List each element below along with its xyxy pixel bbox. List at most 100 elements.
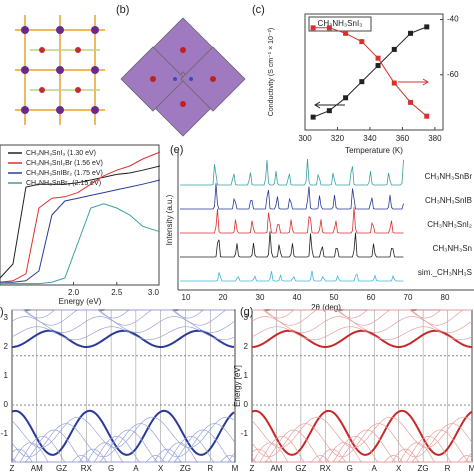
octahedra-centers xyxy=(150,47,216,107)
xrd-pattern xyxy=(180,270,404,282)
band xyxy=(12,435,234,463)
series-line xyxy=(0,179,161,283)
band xyxy=(251,316,473,333)
series-line xyxy=(0,203,161,285)
k-label: ZG xyxy=(418,464,429,473)
k-label: RX xyxy=(320,464,332,473)
point xyxy=(310,25,316,31)
x-axis-label: Temperature (K) xyxy=(345,146,403,155)
x-tick-label: 10 xyxy=(182,293,191,302)
k-label: R xyxy=(445,464,451,473)
x-tick-label: 50 xyxy=(330,293,339,302)
series-line xyxy=(0,151,161,283)
band xyxy=(251,329,473,348)
x-tick-label: 40 xyxy=(293,293,302,302)
band xyxy=(251,416,473,448)
x-tick-label: 340 xyxy=(363,134,377,143)
point xyxy=(326,108,332,114)
legend-label: CH₃NH₃SnBr xyxy=(425,172,473,181)
y-axis-label: Intensity (a.u.) xyxy=(165,194,174,245)
band xyxy=(252,435,472,463)
band xyxy=(12,309,234,312)
k-label: G xyxy=(347,464,353,473)
panel-label: (g) xyxy=(240,306,253,318)
panel-label: (e) xyxy=(170,144,183,156)
panel-label: (c) xyxy=(252,4,265,16)
band xyxy=(251,423,473,458)
k-label: X xyxy=(396,464,402,473)
x-tick-label: 380 xyxy=(428,134,442,143)
y-tick-label: 2 xyxy=(244,342,249,351)
point xyxy=(408,30,414,36)
y-tick-label: 3 xyxy=(244,313,249,322)
band xyxy=(12,309,234,326)
band xyxy=(11,326,235,341)
y-tick-label: 3 xyxy=(4,313,9,322)
band xyxy=(11,316,235,333)
arrow xyxy=(398,78,429,86)
chart-title: CH₃NH₃SnI₃ xyxy=(318,19,363,28)
x-axis-label: 2θ (deg) xyxy=(311,303,341,312)
k-label: Z xyxy=(250,464,255,473)
x-tick-label: 320 xyxy=(331,134,345,143)
x-tick-label: 20 xyxy=(219,293,228,302)
point xyxy=(326,25,332,31)
band xyxy=(252,309,472,319)
k-label: RX xyxy=(81,464,93,473)
series-line xyxy=(312,26,427,118)
arrow xyxy=(314,101,345,109)
k-label: GZ xyxy=(56,464,67,473)
band xyxy=(11,416,235,448)
x-tick-label: 300 xyxy=(298,134,312,143)
legend-label: CH₃NH₃SnIBr₂ (1.75 eV) xyxy=(26,170,103,177)
y-axis-label: Energy [eV] xyxy=(233,365,242,407)
x-tick-label: 2.0 xyxy=(68,288,80,297)
y-tick-label: -1 xyxy=(1,429,9,438)
band xyxy=(252,309,472,326)
y-tick-label: 0 xyxy=(244,400,249,409)
band xyxy=(11,409,235,456)
point xyxy=(424,113,430,119)
band xyxy=(252,309,472,312)
x-tick-label: 70 xyxy=(404,293,413,302)
point xyxy=(375,63,381,69)
point xyxy=(343,30,349,36)
atoms xyxy=(21,26,99,114)
y2-tick-label: -60 xyxy=(447,70,459,79)
k-label: AM xyxy=(270,464,282,473)
x-axis-label: Energy (eV) xyxy=(59,297,102,306)
y-tick-label: 2 xyxy=(4,342,9,351)
x-tick-label: 60 xyxy=(367,293,376,302)
k-label: X xyxy=(158,464,164,473)
legend-label: CH₃NH₃Sn xyxy=(433,244,472,253)
band xyxy=(11,329,235,348)
band xyxy=(11,442,234,463)
k-label: AM xyxy=(31,464,43,473)
x-tick-label: 30 xyxy=(256,293,265,302)
point xyxy=(408,99,414,105)
k-label: GZ xyxy=(295,464,306,473)
y-tick-label: 0 xyxy=(4,400,9,409)
plot-frame xyxy=(304,13,444,131)
point xyxy=(359,79,365,85)
k-label: M xyxy=(232,464,239,473)
legend-label: CH₃NH₃SnI₂ xyxy=(427,220,472,229)
point xyxy=(359,39,365,45)
point xyxy=(391,46,397,52)
k-label: A xyxy=(133,464,139,473)
k-label: R xyxy=(207,464,213,473)
band xyxy=(12,429,234,463)
xrd-pattern xyxy=(180,207,404,234)
band xyxy=(251,326,473,341)
legend-label: CH₃NH₃SnI₃ (1.30 eV) xyxy=(26,150,96,157)
series-line xyxy=(313,27,428,117)
legend-label: CH₃NH₃SnIB xyxy=(425,196,472,205)
point xyxy=(424,24,430,30)
panel-label: ) xyxy=(0,306,4,318)
legend-label: CH₃NH₃SnBr₃ (2.15 eV) xyxy=(26,180,101,187)
point xyxy=(343,95,349,101)
x-tick-label: 360 xyxy=(396,134,410,143)
band xyxy=(251,455,473,463)
k-label: Z xyxy=(10,464,15,473)
